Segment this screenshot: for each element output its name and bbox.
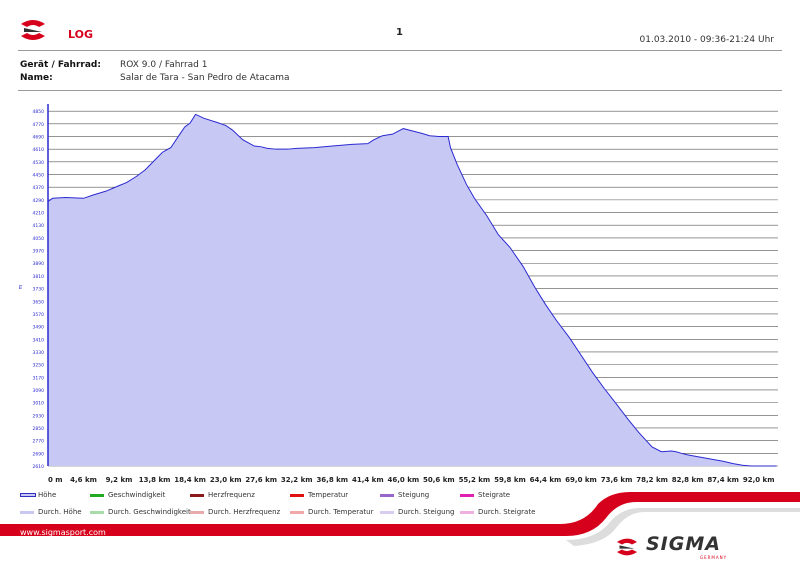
x-tick-label: 55,2 km [459, 476, 491, 484]
x-tick-label: 9,2 km [106, 476, 133, 484]
device-row: Gerät / Fahrrad: ROX 9.0 / Fahrrad 1 [20, 60, 520, 72]
page-number: 1 [396, 27, 403, 38]
legend-label: Durch. Temperatur [308, 508, 374, 516]
x-tick-label: 4,6 km [70, 476, 97, 484]
y-tick-label: 2690 [33, 451, 45, 457]
legend-label: Steigung [398, 491, 430, 499]
legend-label: Durch. Herzfrequenz [208, 508, 281, 516]
header-divider [18, 50, 782, 51]
legend-swatch [290, 511, 304, 514]
x-tick-label: 32,2 km [281, 476, 313, 484]
x-tick-label: 87,4 km [707, 476, 739, 484]
x-tick-label: 18,4 km [174, 476, 206, 484]
legend-swatch [380, 494, 394, 497]
date-time: 01.03.2010 - 09:36-21:24 Uhr [639, 35, 774, 45]
legend-swatch [190, 511, 204, 514]
chart-legend: Höhe Geschwindigkeit Herzfrequenz Temperatu… [20, 491, 580, 525]
y-tick-label: 2770 [33, 439, 45, 445]
y-tick-label: 3170 [33, 375, 45, 381]
legend-label: Durch. Steigrate [478, 508, 536, 516]
sigma-logo-icon [21, 20, 45, 40]
device-value: ROX 9.0 / Fahrrad 1 [120, 60, 208, 70]
y-tick-label: 3330 [33, 350, 45, 356]
x-tick-label: 64,4 km [530, 476, 562, 484]
legend-label: Geschwindigkeit [108, 491, 166, 499]
y-tick-label: 4130 [33, 223, 45, 229]
y-tick-label: 4450 [33, 173, 45, 179]
legend-swatch [380, 511, 394, 514]
x-tick-label: 13,8 km [139, 476, 171, 484]
sigma-footer-logo-icon [617, 538, 637, 556]
legend-swatch [460, 511, 474, 514]
y-tick-label: 3810 [33, 274, 45, 280]
y-tick-label: 2850 [33, 426, 45, 432]
y-tick-label: 4850 [33, 109, 45, 115]
y-tick-label: 3410 [33, 337, 45, 343]
y-tick-label: 3970 [33, 249, 45, 255]
legend-swatch [190, 494, 204, 497]
x-tick-label: 46,0 km [388, 476, 420, 484]
legend-label: Durch. Geschwindigkeit [108, 508, 191, 516]
log-title: LOG [68, 28, 93, 41]
y-tick-label: 4690 [33, 135, 45, 141]
y-tick-label: 2610 [33, 464, 45, 470]
legend-label: Höhe [38, 491, 57, 499]
x-tick-label: 27,6 km [245, 476, 277, 484]
legend-swatch [20, 511, 34, 514]
legend-swatch [90, 494, 104, 497]
y-tick-label: 4210 [33, 211, 45, 217]
y-tick-label: 4370 [33, 185, 45, 191]
elevation-area [48, 114, 777, 467]
x-tick-label: 36,8 km [316, 476, 348, 484]
name-row: Name: Salar de Tara - San Pedro de Ataca… [20, 73, 520, 85]
y-tick-label: 4770 [33, 122, 45, 128]
x-tick-label: 41,4 km [352, 476, 384, 484]
x-tick-label: 0 m [48, 476, 63, 484]
y-tick-label: 4290 [33, 198, 45, 204]
y-tick-label: 3490 [33, 325, 45, 331]
y-tick-label: 2930 [33, 413, 45, 419]
elevation-chart: 2610 2690 2770 2850 2930 3010 3090 3170 3250 3330… [18, 104, 778, 484]
sigma-brand-text: SIGMA [646, 533, 721, 555]
y-axis-label: m [18, 284, 24, 289]
y-tick-label: 3570 [33, 312, 45, 318]
y-tick-label: 3650 [33, 299, 45, 305]
info-divider [18, 90, 782, 91]
y-tick-label: 4530 [33, 160, 45, 166]
x-tick-label: 82,8 km [672, 476, 704, 484]
y-tick-label: 4050 [33, 236, 45, 242]
y-tick-label: 3090 [33, 388, 45, 394]
y-tick-label: 4610 [33, 147, 45, 153]
x-tick-label: 78,2 km [636, 476, 668, 484]
x-tick-label: 59,8 km [494, 476, 526, 484]
y-tick-label: 3010 [33, 401, 45, 407]
legend-swatch [20, 493, 36, 497]
x-tick-label: 92,0 km [743, 476, 775, 484]
legend-swatch [290, 494, 304, 497]
legend-swatch [90, 511, 104, 514]
legend-label: Durch. Steigung [398, 508, 455, 516]
footer-graphic [0, 492, 800, 546]
device-label: Gerät / Fahrrad: [20, 60, 101, 70]
footer-url: www.sigmasport.com [20, 528, 106, 537]
legend-label: Temperatur [308, 491, 349, 499]
x-tick-label: 50,6 km [423, 476, 455, 484]
legend-label: Durch. Höhe [38, 508, 82, 516]
y-tick-label: 3250 [33, 363, 45, 369]
legend-label: Herzfrequenz [208, 491, 255, 499]
legend-label: Steigrate [478, 491, 511, 499]
name-value: Salar de Tara - San Pedro de Atacama [120, 73, 290, 83]
legend-swatch [460, 494, 474, 497]
x-tick-label: 73,6 km [601, 476, 633, 484]
elevation-line [47, 113, 777, 467]
x-tick-label: 69,0 km [565, 476, 597, 484]
name-label: Name: [20, 73, 53, 83]
y-tick-label: 3890 [33, 261, 45, 267]
x-tick-label: 23,0 km [210, 476, 242, 484]
y-tick-label: 3730 [33, 287, 45, 293]
germany-text: GERMANY [700, 555, 728, 560]
